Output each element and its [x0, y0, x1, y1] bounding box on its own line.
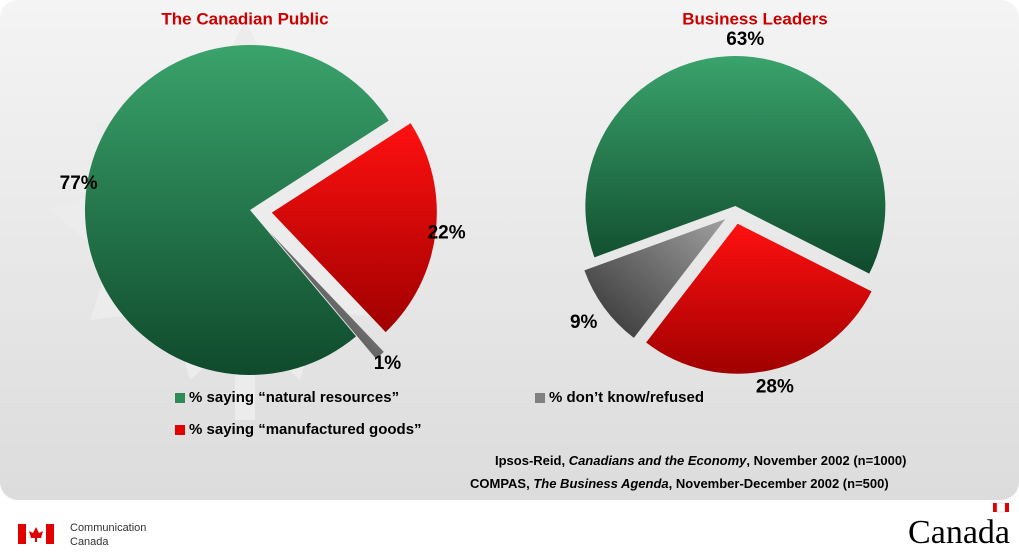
flag [18, 524, 54, 544]
legend-swatch [175, 393, 185, 403]
legend-label: % don’t know/refused [549, 389, 704, 406]
source-rest: , November-December 2002 (n=500) [669, 476, 889, 491]
value-label: 77% [60, 173, 98, 194]
value-label: 1% [374, 353, 402, 374]
value-label: 22% [428, 222, 466, 243]
wordmark: Canada [908, 514, 1010, 551]
value-label: 9% [570, 312, 598, 333]
source-title: Canadians and the Economy [569, 453, 747, 468]
pie-slice [84, 45, 389, 376]
legend-swatch [175, 425, 185, 435]
pie-slice [584, 219, 726, 338]
source-rest: , November 2002 (n=1000) [746, 453, 906, 468]
source-org: Ipsos-Reid, [495, 453, 569, 468]
chart-title: The Canadian Public [161, 9, 328, 28]
source-line: Ipsos-Reid, Canadians and the Economy, N… [495, 453, 906, 468]
legend-swatch [535, 393, 545, 403]
pie-slice [271, 123, 437, 333]
wordmark-flag [993, 502, 1009, 513]
legend-label: % saying “natural resources” [189, 389, 399, 406]
chart-title: Business Leaders [682, 9, 828, 28]
source-line: COMPAS, The Business Agenda, November-De… [470, 476, 889, 491]
source-org: COMPAS, [470, 476, 533, 491]
department: Canada [70, 536, 109, 548]
pie-slice [585, 56, 886, 274]
value-label: 28% [756, 377, 794, 398]
pie-slice [646, 223, 872, 374]
legend-label: % saying “manufactured goods” [189, 421, 422, 438]
source-title: The Business Agenda [533, 476, 668, 491]
pie-slice [269, 232, 384, 359]
department: Communication [70, 522, 146, 534]
value-label: 63% [726, 29, 764, 50]
